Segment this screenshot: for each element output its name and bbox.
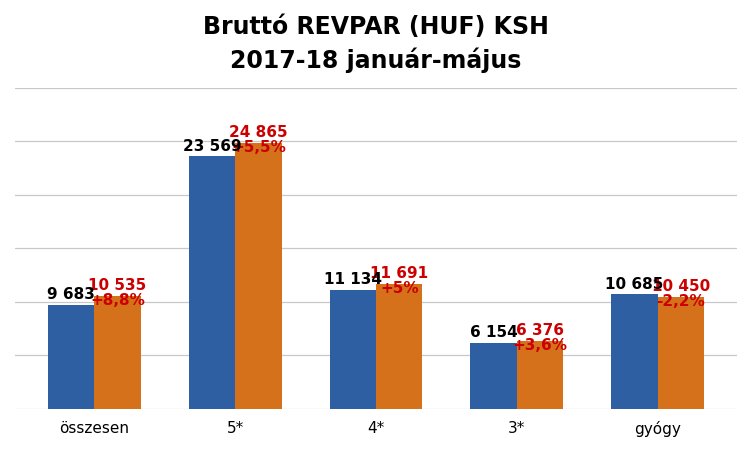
Text: -2,2%: -2,2% [656,294,705,308]
Text: +8,8%: +8,8% [90,293,145,308]
Bar [329,290,376,409]
Bar [658,297,704,409]
Bar [94,296,141,409]
Text: 24 865: 24 865 [229,124,288,139]
Text: 10 685: 10 685 [605,276,664,291]
Text: 10 535: 10 535 [89,278,147,293]
Text: 11 134: 11 134 [324,271,382,286]
Text: 6 376: 6 376 [516,322,564,337]
Text: +5,5%: +5,5% [231,139,286,154]
Bar [470,343,517,409]
Text: 10 450: 10 450 [652,279,710,294]
Text: +5%: +5% [380,280,419,295]
Bar [48,305,94,409]
Title: Bruttó REVPAR (HUF) KSH
2017-18 január-május: Bruttó REVPAR (HUF) KSH 2017-18 január-m… [203,15,549,73]
Text: +3,6%: +3,6% [513,337,568,352]
Text: 11 691: 11 691 [370,265,429,280]
Bar [611,295,658,409]
Text: 23 569: 23 569 [183,138,241,153]
Bar [376,284,423,409]
Text: 9 683: 9 683 [47,287,95,302]
Bar [235,143,282,409]
Text: 6 154: 6 154 [470,325,517,340]
Bar [517,341,563,409]
Bar [189,157,235,409]
